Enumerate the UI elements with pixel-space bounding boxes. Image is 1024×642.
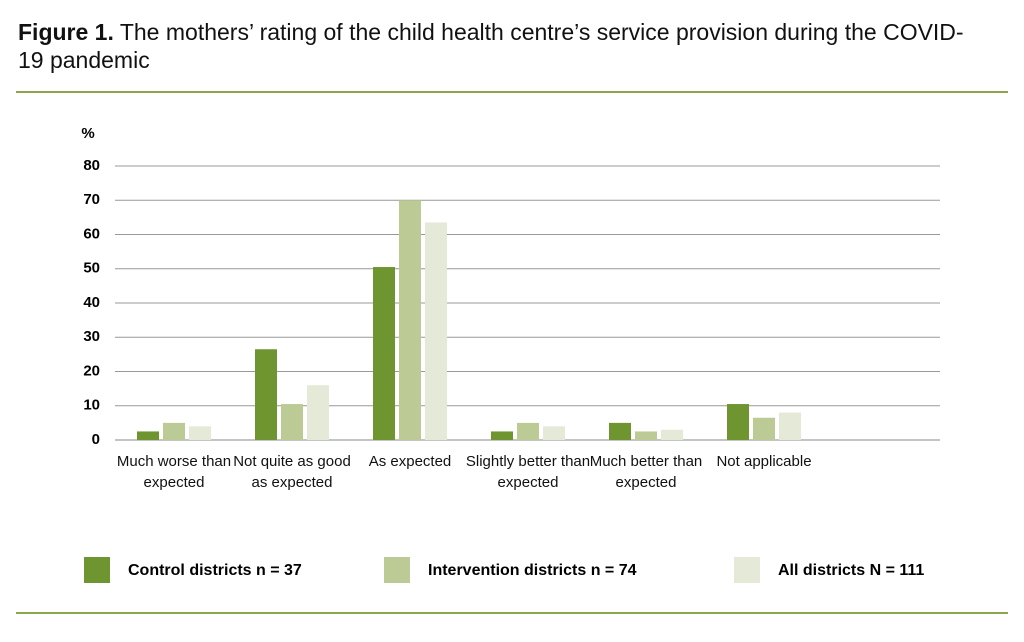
y-tick-label: 10: [83, 397, 100, 414]
chart-title: Figure 1. The mothers’ rating of the chi…: [18, 18, 978, 74]
bar: [635, 431, 657, 440]
x-tick-label: Not applicable: [716, 453, 812, 470]
x-tick-label: Slightly better than expected: [465, 453, 591, 491]
y-tick-label: 30: [83, 328, 100, 345]
bar: [425, 222, 447, 440]
bar: [727, 404, 749, 440]
legend-swatch: [84, 557, 110, 583]
title-text: The mothers’ rating of the child health …: [18, 19, 964, 73]
bar: [137, 431, 159, 440]
legend-swatch: [734, 557, 760, 583]
y-tick-label: 20: [83, 362, 100, 379]
legend-label: Control districts n = 37: [128, 562, 302, 579]
bar: [779, 412, 801, 440]
x-tick-label: Much better than expected: [589, 453, 703, 491]
y-axis-label: %: [81, 125, 94, 142]
bar: [163, 422, 185, 440]
figure-label: Figure 1.: [18, 19, 114, 45]
bar: [753, 417, 775, 440]
x-tick-label: As expected: [368, 453, 452, 470]
y-tick-label: 60: [83, 225, 100, 242]
y-tick-label: 0: [92, 431, 100, 448]
bar: [609, 422, 631, 440]
bar: [281, 404, 303, 440]
bar: [661, 429, 683, 440]
bar: [307, 385, 329, 440]
top-rule: [16, 91, 1008, 93]
bar: [491, 431, 513, 440]
y-tick-label: 40: [83, 294, 100, 311]
bar: [543, 426, 565, 440]
bar: [517, 422, 539, 440]
legend-swatch: [384, 557, 410, 583]
bottom-rule: [16, 612, 1008, 614]
y-tick-label: 70: [83, 191, 100, 208]
legend-label: Intervention districts n = 74: [428, 562, 637, 579]
x-tick-label: Much worse than expected: [116, 453, 232, 491]
bar: [399, 200, 421, 440]
bar: [255, 349, 277, 440]
y-tick-label: 80: [83, 157, 100, 174]
bar: [373, 267, 395, 440]
x-tick-label: Not quite as good as expected: [233, 453, 351, 491]
legend-label: All districts N = 111: [778, 562, 924, 579]
bar: [189, 426, 211, 440]
y-tick-label: 50: [83, 260, 100, 277]
